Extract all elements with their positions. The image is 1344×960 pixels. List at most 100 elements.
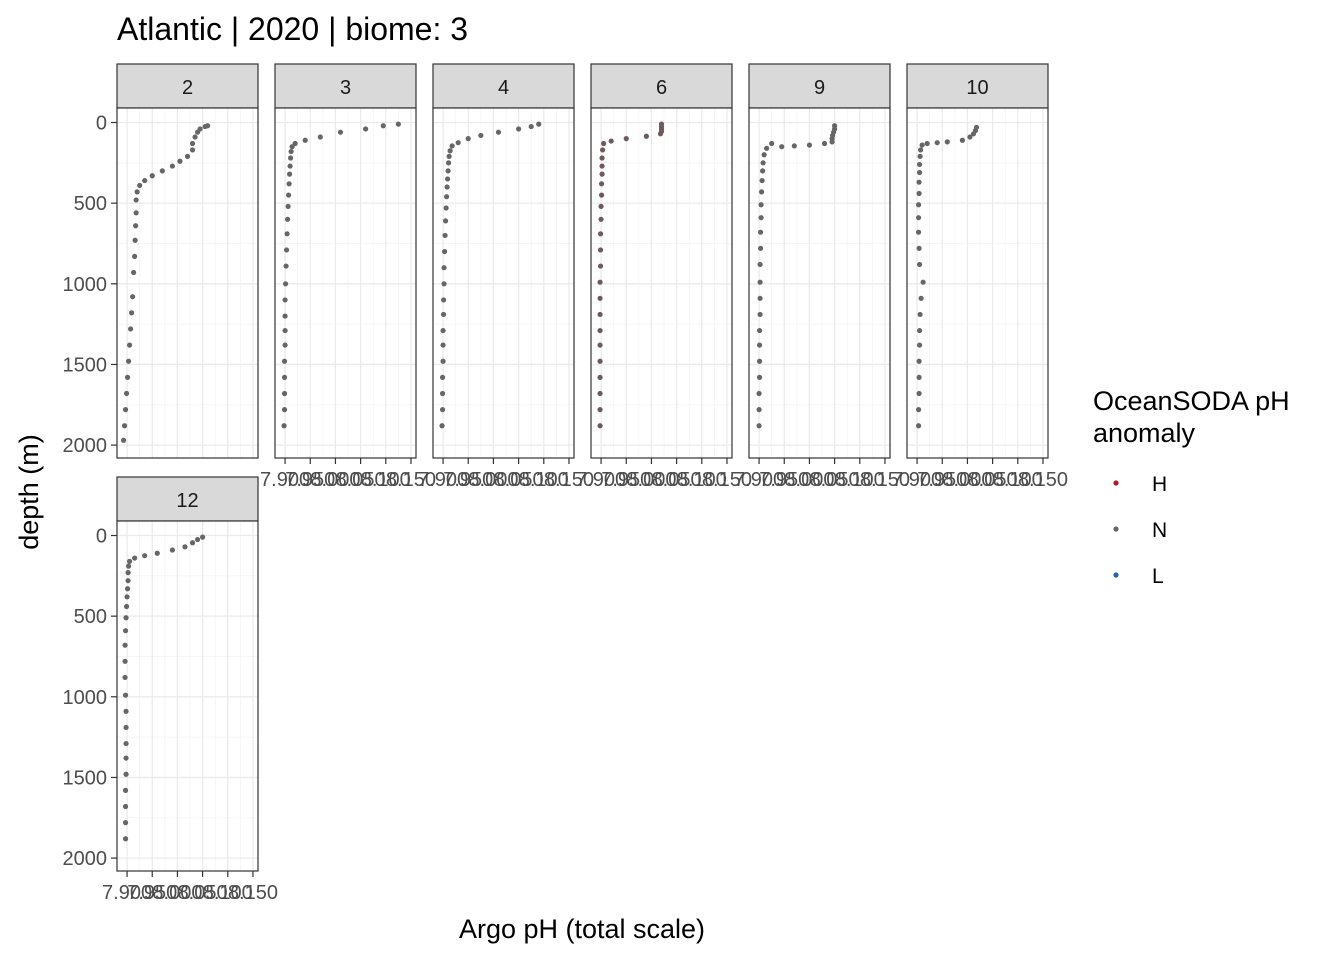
data-point — [597, 279, 603, 285]
data-point — [916, 245, 922, 251]
data-point — [757, 311, 763, 318]
data-point — [915, 215, 922, 221]
facet-panels: 2050010001500200037.9007.9508.0008.0508.… — [63, 63, 1068, 904]
data-point — [281, 374, 288, 380]
data-point — [959, 137, 965, 143]
data-point — [127, 326, 134, 332]
x-tick-label: 7.900 — [734, 469, 784, 491]
data-point — [122, 787, 129, 793]
x-tick-label: 7.950 — [759, 469, 809, 491]
legend-entry-L: L — [1113, 565, 1164, 588]
data-point — [133, 210, 139, 216]
data-point — [282, 281, 289, 287]
data-point — [287, 171, 293, 177]
data-point — [177, 158, 183, 164]
data-point — [137, 182, 143, 189]
facet-strip — [906, 63, 1049, 109]
data-point — [182, 544, 188, 550]
data-point — [528, 123, 534, 130]
data-point — [120, 437, 127, 443]
data-point — [757, 261, 763, 268]
data-point — [169, 163, 175, 169]
data-point — [915, 202, 922, 208]
panel-background — [749, 108, 890, 458]
data-point — [288, 155, 294, 161]
data-point — [285, 203, 291, 209]
data-point — [202, 123, 208, 130]
data-point — [445, 168, 451, 174]
legend-label: L — [1152, 565, 1164, 588]
x-tick-label: 8.150 — [702, 469, 752, 491]
x-tick-label: 8.150 — [544, 469, 594, 491]
data-point — [122, 658, 128, 664]
x-tick-label: 7.900 — [576, 469, 626, 491]
data-point — [440, 297, 447, 303]
data-point — [317, 134, 323, 140]
x-tick-label: 8.000 — [152, 882, 202, 904]
data-point — [123, 390, 130, 397]
data-point — [189, 540, 196, 546]
data-point — [440, 311, 447, 318]
data-point — [919, 142, 925, 148]
data-point — [970, 131, 977, 137]
data-point — [122, 628, 129, 634]
x-tick-label: 8.050 — [652, 469, 702, 491]
data-point — [133, 197, 139, 203]
data-point — [133, 223, 139, 229]
data-point — [149, 173, 155, 179]
data-point — [440, 327, 446, 334]
data-point — [189, 147, 196, 153]
x-tick-label: 8.000 — [626, 469, 676, 491]
legend-key — [1113, 480, 1119, 486]
panel-border — [906, 107, 1049, 459]
data-point — [441, 248, 448, 255]
data-point — [283, 263, 289, 269]
data-point — [944, 139, 950, 145]
data-point — [282, 297, 288, 303]
data-point — [285, 192, 292, 198]
data-point — [934, 140, 940, 146]
data-point — [125, 570, 131, 576]
data-point — [132, 555, 138, 561]
data-point — [380, 123, 386, 129]
data-point — [289, 144, 295, 150]
data-point — [281, 358, 288, 364]
data-point — [761, 152, 767, 158]
legend-title-line-2: anomaly — [1093, 418, 1196, 448]
x-tick-label: 7.950 — [601, 469, 651, 491]
data-point — [123, 771, 129, 777]
data-point — [757, 279, 763, 285]
data-point — [446, 160, 452, 166]
data-point — [284, 231, 290, 237]
data-point — [194, 129, 201, 135]
data-point — [821, 140, 828, 147]
data-point — [184, 153, 191, 159]
facet-strip — [432, 63, 575, 109]
data-point — [599, 171, 605, 177]
data-point — [915, 229, 922, 235]
legend: OceanSODA pH anomaly HNL — [1093, 386, 1290, 588]
data-point — [122, 674, 128, 681]
y-tick-label: 500 — [74, 606, 107, 628]
y-tick-label: 2000 — [63, 848, 108, 870]
data-point — [918, 295, 924, 301]
data-point — [192, 134, 198, 140]
data-point — [130, 294, 136, 300]
data-point — [200, 534, 206, 540]
data-point — [915, 407, 922, 413]
data-point — [608, 138, 614, 144]
data-point — [126, 342, 133, 348]
x-tick-label: 8.150 — [860, 469, 910, 491]
x-tick-label: 8.050 — [178, 882, 228, 904]
data-point — [758, 202, 764, 208]
data-point — [779, 144, 785, 150]
x-tick-label: 7.950 — [285, 469, 335, 491]
facet-strip-label: 3 — [340, 77, 351, 99]
data-point — [791, 143, 797, 149]
x-tick-label: 8.100 — [361, 469, 411, 491]
data-point — [598, 192, 605, 198]
facet-strip — [116, 63, 259, 109]
data-point — [657, 131, 664, 137]
facet-panel-2: 2 0 500 1000 1500 2000 — [63, 63, 259, 459]
x-tick-label: 7.900 — [102, 882, 152, 904]
